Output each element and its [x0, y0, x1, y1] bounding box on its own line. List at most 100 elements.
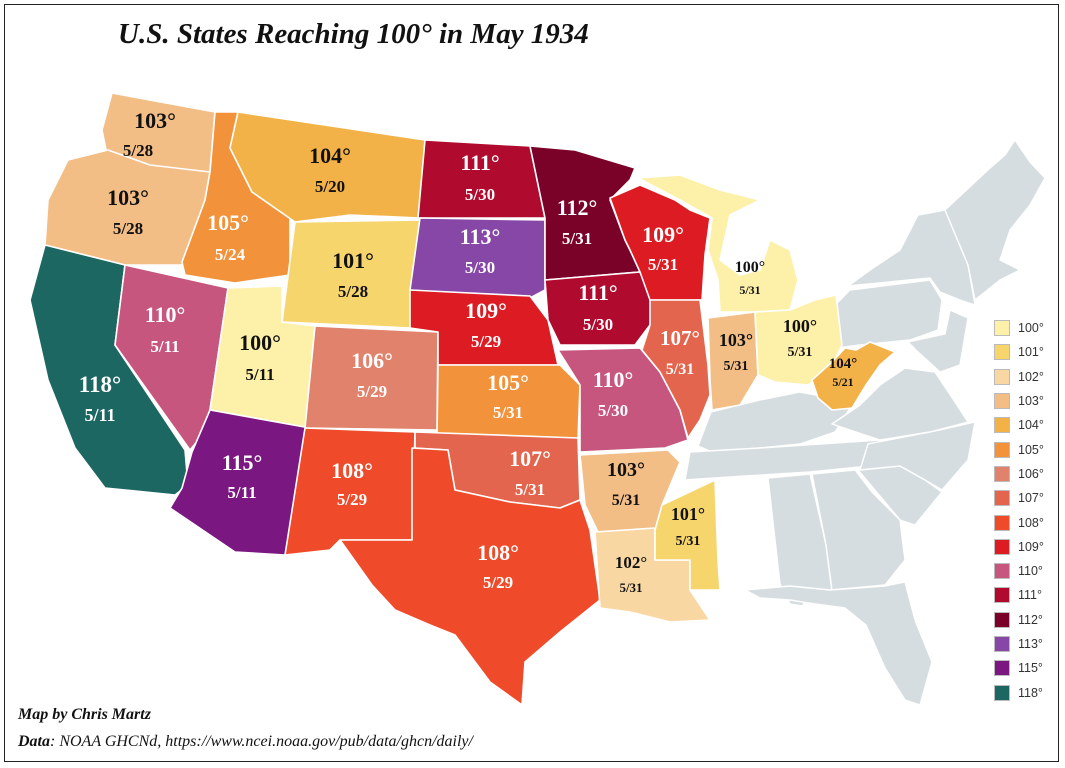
legend-item: 111°: [994, 583, 1064, 607]
state-pa: [835, 279, 943, 349]
temp-label-ia: 111°: [578, 280, 617, 305]
legend-swatch: [994, 368, 1010, 385]
legend-swatch: [994, 684, 1010, 701]
date-label-wy: 5/28: [338, 282, 368, 301]
author-credit: Map by Chris Martz: [18, 706, 151, 723]
legend-item: 106°: [994, 462, 1064, 486]
state-ms: [654, 479, 721, 591]
temp-label-ut: 100°: [239, 330, 281, 355]
date-label-sd: 5/30: [465, 258, 495, 277]
legend-label: 112°: [1018, 612, 1043, 627]
date-label-ne: 5/29: [471, 332, 501, 351]
temp-label-wi: 109°: [642, 222, 684, 247]
temp-label-ok: 107°: [509, 446, 551, 471]
date-label-id: 5/24: [215, 245, 246, 264]
legend: 100° 101° 102° 103° 104° 105° 106° 107° 108° 109°…: [994, 316, 1064, 705]
legend-swatch: [994, 393, 1010, 410]
legend-swatch: [994, 636, 1010, 652]
legend-label: 109°: [1018, 539, 1044, 554]
legend-label: 108°: [1018, 515, 1044, 530]
temp-label-oh: 100°: [783, 316, 817, 336]
date-label-nm: 5/29: [337, 490, 367, 509]
legend-swatch: [994, 465, 1010, 482]
state-new-england: [944, 139, 1046, 301]
legend-swatch: [994, 660, 1010, 677]
legend-swatch: [994, 344, 1010, 361]
temp-label-mn: 112°: [557, 195, 598, 220]
date-label-wi: 5/31: [648, 255, 678, 274]
date-label-mo: 5/30: [598, 401, 628, 420]
legend-item: 115°: [994, 656, 1064, 680]
state-md-de-nj: [907, 309, 969, 373]
legend-item: 113°: [994, 632, 1064, 656]
legend-label: 100°: [1018, 321, 1044, 336]
state-co: [304, 325, 439, 431]
temp-label-mi: 100°: [735, 259, 765, 276]
state-wv: [811, 341, 896, 411]
legend-item: 108°: [994, 510, 1064, 534]
temp-label-mt: 104°: [309, 143, 351, 168]
legend-label: 101°: [1018, 345, 1044, 360]
legend-swatch: [994, 490, 1010, 507]
legend-label: 113°: [1018, 637, 1043, 651]
temp-label-ks: 105°: [487, 370, 529, 395]
data-source: Data: NOAA GHCNd, https://www.ncei.noaa.…: [18, 733, 473, 750]
legend-swatch: [994, 417, 1010, 434]
state-il: [641, 299, 711, 439]
date-label-ks: 5/31: [493, 403, 523, 422]
date-label-mn: 5/31: [562, 229, 592, 248]
legend-swatch: [994, 611, 1010, 628]
temp-label-wy: 101°: [332, 248, 374, 273]
date-label-ca: 5/11: [84, 405, 115, 425]
temp-label-nv: 110°: [145, 302, 186, 327]
state-ky: [697, 391, 851, 453]
legend-item: 107°: [994, 486, 1064, 510]
temp-label-ar: 103°: [607, 459, 645, 481]
state-mi: [637, 174, 799, 313]
date-label-ms: 5/31: [676, 534, 701, 549]
date-label-nd: 5/30: [465, 185, 495, 204]
legend-swatch: [994, 514, 1010, 531]
date-label-wv: 5/21: [832, 375, 853, 389]
legend-item: 112°: [994, 608, 1064, 632]
legend-item: 118°: [994, 680, 1064, 704]
legend-item: 110°: [994, 559, 1064, 583]
date-label-oh: 5/31: [788, 345, 813, 360]
date-label-il: 5/31: [666, 361, 694, 378]
legend-label: 115°: [1018, 661, 1043, 676]
temp-label-mo: 110°: [593, 367, 634, 392]
legend-label: 106°: [1018, 466, 1044, 481]
legend-swatch: [994, 587, 1010, 604]
legend-label: 105°: [1018, 442, 1044, 457]
temp-label-tx: 108°: [477, 540, 519, 565]
temp-label-la: 102°: [615, 553, 647, 572]
state-labels: 103° 5/28 103° 5/28 118° 5/11 105° 5/24 110° 5/11…: [79, 108, 857, 595]
legend-swatch: [994, 538, 1010, 555]
legend-item: 105°: [994, 437, 1064, 461]
date-label-la: 5/31: [619, 580, 642, 595]
date-label-wa: 5/28: [123, 141, 153, 160]
map-title: U.S. States Reaching 100° in May 1934: [118, 18, 589, 50]
state-sd: [409, 217, 546, 299]
date-label-tx: 5/29: [483, 573, 513, 592]
date-label-ar: 5/31: [612, 492, 640, 509]
legend-label: 103°: [1018, 394, 1044, 409]
state-nc: [859, 421, 976, 491]
legend-label: 107°: [1018, 491, 1044, 506]
legend-label: 111°: [1018, 588, 1042, 603]
date-label-co: 5/29: [357, 382, 387, 401]
temp-label-ne: 109°: [465, 298, 507, 323]
state-va: [831, 367, 969, 441]
date-label-mt: 5/20: [315, 177, 345, 196]
legend-swatch: [994, 441, 1010, 458]
legend-label: 118°: [1018, 685, 1043, 700]
legend-label: 102°: [1018, 369, 1044, 384]
temp-label-in: 103°: [719, 330, 753, 350]
date-label-ia: 5/30: [583, 315, 613, 334]
date-label-ok: 5/31: [515, 480, 545, 499]
recorded-states: [29, 92, 896, 706]
date-label-mi: 5/31: [739, 283, 760, 297]
temp-label-ca: 118°: [79, 372, 121, 397]
temp-label-ms: 101°: [671, 504, 705, 524]
